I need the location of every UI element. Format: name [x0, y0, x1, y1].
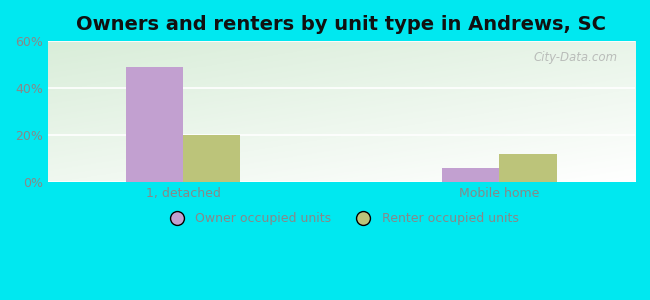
Bar [442, 168, 499, 182]
Text: City-Data.com: City-Data.com [533, 51, 618, 64]
Title: Owners and renters by unit type in Andrews, SC: Owners and renters by unit type in Andre… [76, 15, 606, 34]
Bar [126, 67, 183, 182]
Bar [499, 154, 556, 182]
Legend: Owner occupied units, Renter occupied units: Owner occupied units, Renter occupied un… [159, 207, 523, 230]
Bar [183, 135, 240, 182]
